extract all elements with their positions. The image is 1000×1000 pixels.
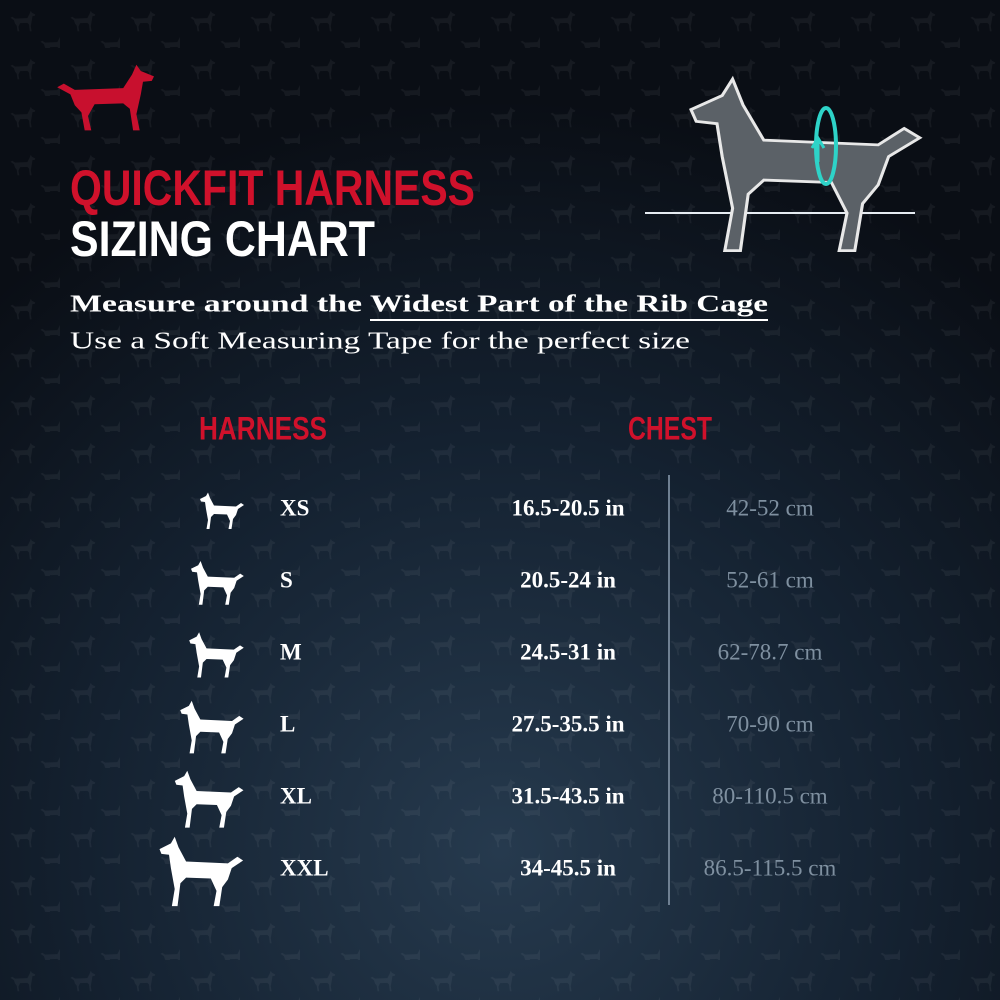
chest-inches: 20.5-24 in xyxy=(520,567,616,592)
measurement-illustration xyxy=(645,77,922,253)
size-label: XXL xyxy=(280,855,329,880)
size-label: M xyxy=(280,639,302,664)
chest-cm: 42-52 cm xyxy=(726,495,814,520)
chest-cm: 80-110.5 cm xyxy=(712,783,828,808)
instruction-prefix: Measure around the xyxy=(70,292,362,318)
chest-cm: 70-90 cm xyxy=(726,711,814,736)
column-header: CHEST xyxy=(628,410,712,446)
instruction-emphasis: Widest Part of the Rib Cage xyxy=(370,292,768,318)
table-rows: XS 16.5-20.5 in 42-52 cm S 20.5-24 in 52-61 c… xyxy=(159,492,837,907)
size-label: S xyxy=(280,567,293,592)
title-line2: SIZING CHART xyxy=(70,211,375,267)
chest-inches: 31.5-43.5 in xyxy=(511,783,624,808)
chest-cm: 62-78.7 cm xyxy=(718,639,823,664)
size-label: XL xyxy=(280,783,312,808)
size-label: L xyxy=(280,711,295,736)
chest-inches: 24.5-31 in xyxy=(520,639,616,664)
chest-inches: 27.5-35.5 in xyxy=(511,711,624,736)
chest-inches: 16.5-20.5 in xyxy=(511,495,624,520)
size-label: XS xyxy=(280,495,309,520)
chest-cm: 52-61 cm xyxy=(726,567,814,592)
chest-cm: 86.5-115.5 cm xyxy=(704,855,837,880)
chest-inches: 34-45.5 in xyxy=(520,855,616,880)
column-header: HARNESS xyxy=(199,410,327,446)
title-line1: QUICKFIT HARNESS xyxy=(70,160,475,216)
instruction-line2: Use a Soft Measuring Tape for the perfec… xyxy=(70,329,690,355)
